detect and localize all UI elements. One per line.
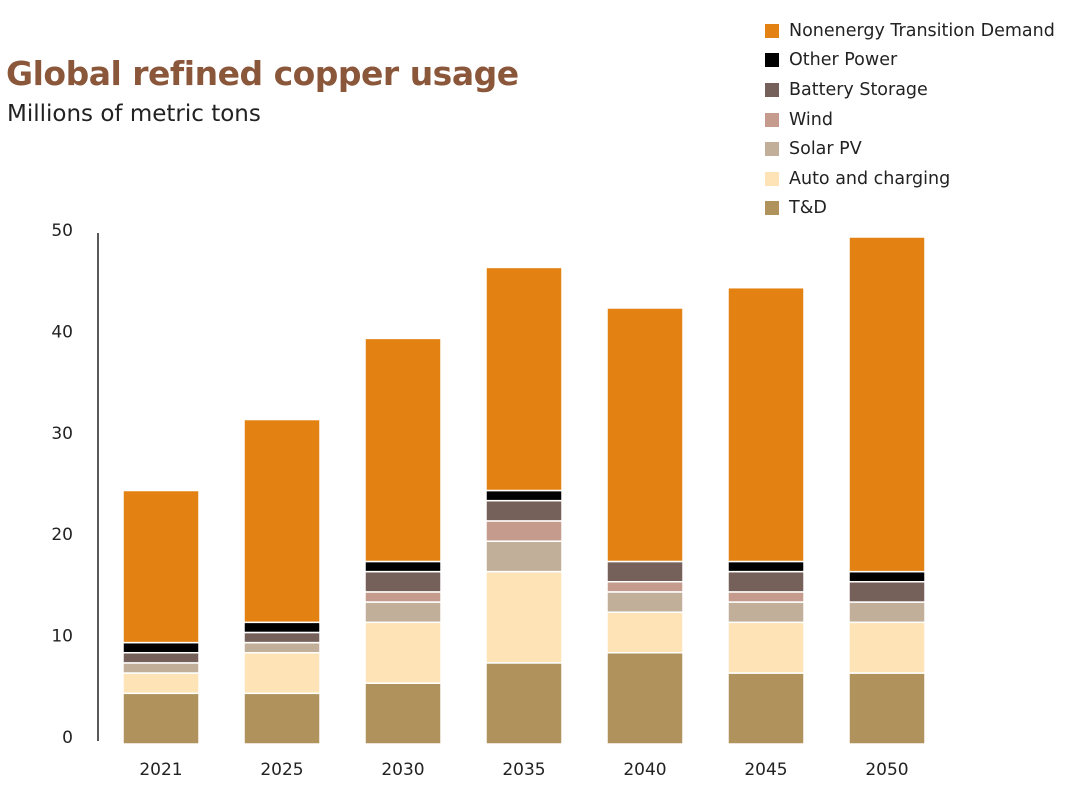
bar-segment: [727, 621, 805, 674]
bar-segment: [485, 520, 563, 542]
bar-segment: [485, 489, 563, 502]
bar-segment: [364, 591, 442, 603]
legend-swatch: [765, 82, 779, 97]
bar-segment: [364, 337, 442, 563]
legend-label: Battery Storage: [789, 79, 928, 100]
legend: Nonenergy Transition Demand Other Power Ba…: [765, 16, 1055, 223]
y-tick-label: 0: [62, 728, 73, 748]
x-tick-label: 2040: [623, 760, 666, 780]
legend-swatch: [765, 53, 779, 68]
legend-label: Auto and charging: [789, 168, 951, 189]
bar-segment: [606, 307, 684, 563]
bar-segment: [122, 651, 200, 664]
y-tick-label: 40: [51, 322, 73, 342]
bar-segment: [243, 418, 321, 624]
bar-segment: [485, 499, 563, 522]
bar-segment: [122, 641, 200, 654]
y-tick-label: 50: [51, 221, 73, 241]
bar-segment: [122, 672, 200, 695]
bar-segment: [727, 591, 805, 603]
x-tick-label: 2045: [744, 760, 787, 780]
bar-segment: [485, 662, 563, 745]
x-tick-label: 2050: [865, 760, 908, 780]
legend-item: Other Power: [765, 46, 1055, 76]
bar-segment: [848, 570, 926, 583]
bar-segment: [364, 570, 442, 593]
bar-segment: [485, 570, 563, 664]
legend-label: Nonenergy Transition Demand: [789, 20, 1055, 41]
bar-segment: [606, 591, 684, 613]
y-tick-label: 30: [51, 424, 73, 444]
legend-swatch: [765, 23, 779, 38]
y-tick-label: 20: [51, 525, 73, 545]
bar-segment: [122, 662, 200, 674]
bar-segment: [727, 672, 805, 745]
x-tick-label: 2025: [260, 760, 303, 780]
bar-segment: [364, 560, 442, 573]
y-tick-label: 10: [51, 627, 73, 647]
legend-label: Other Power: [789, 50, 898, 71]
bar-segment: [243, 641, 321, 654]
bar-segment: [727, 560, 805, 573]
legend-swatch: [765, 201, 779, 216]
legend-label: T&D: [789, 198, 827, 219]
legend-item: Auto and charging: [765, 164, 1055, 194]
legend-item: Battery Storage: [765, 75, 1055, 105]
chart-title: Global refined copper usage: [6, 54, 519, 93]
bar-segment: [727, 570, 805, 593]
bar-segment: [243, 631, 321, 644]
legend-label: Solar PV: [789, 139, 862, 160]
legend-swatch: [765, 112, 779, 127]
bar-segment: [606, 560, 684, 583]
x-tick-label: 2035: [502, 760, 545, 780]
legend-item: T&D: [765, 194, 1055, 224]
bar-segment: [364, 682, 442, 745]
bar-segment: [848, 236, 926, 573]
x-tick-label: 2021: [139, 760, 182, 780]
bar-segment: [727, 601, 805, 624]
x-tick-label: 2030: [381, 760, 424, 780]
bar-segment: [243, 651, 321, 695]
legend-swatch: [765, 142, 779, 157]
legend-item: Nonenergy Transition Demand: [765, 16, 1055, 46]
bar-segment: [848, 581, 926, 603]
bar-segment: [364, 601, 442, 624]
legend-item: Solar PV: [765, 134, 1055, 164]
bar-segment: [848, 621, 926, 674]
legend-swatch: [765, 171, 779, 186]
bar-segment: [606, 651, 684, 745]
bar-segment: [122, 489, 200, 644]
bar-segment: [243, 692, 321, 745]
legend-label: Wind: [789, 109, 833, 130]
bar-segment: [485, 540, 563, 573]
bar-segment: [848, 601, 926, 624]
bar-segment: [848, 672, 926, 745]
bar-segment: [727, 286, 805, 563]
chart-subtitle: Millions of metric tons: [7, 101, 261, 127]
bar-segment: [606, 581, 684, 593]
bar-segment: [485, 266, 563, 492]
bar-segment: [122, 692, 200, 745]
bar-segment: [606, 611, 684, 654]
bar-segment: [243, 621, 321, 634]
legend-item: Wind: [765, 105, 1055, 135]
bar-segment: [364, 621, 442, 684]
